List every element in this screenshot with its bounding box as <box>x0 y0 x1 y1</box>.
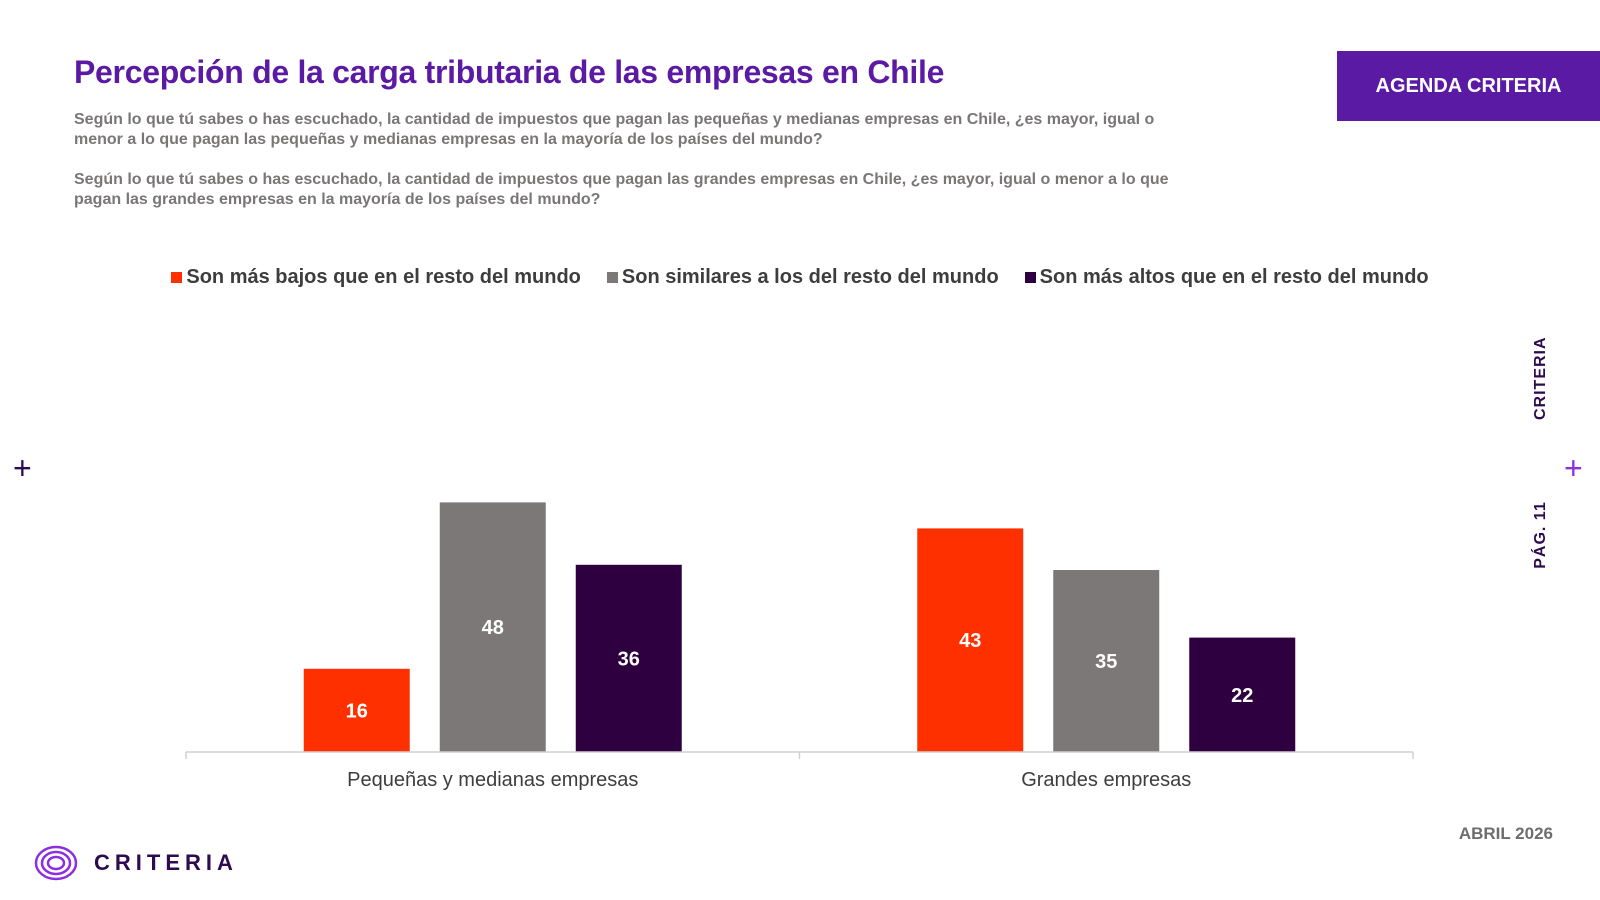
question-large: Según lo que tú sabes o has escuchado, l… <box>74 171 1169 208</box>
plus-icon-right: + <box>1564 450 1583 486</box>
criteria-logo-icon <box>34 845 78 881</box>
side-brand-label: CRITERIA <box>1532 336 1549 420</box>
page-title: Percepción de la carga tributaria de las… <box>74 54 945 90</box>
bar-s0-c0 <box>303 668 410 752</box>
category-label-1: Grandes empresas <box>1021 769 1191 791</box>
legend-item-higher: Son más altos que en el resto del mundo <box>1024 266 1429 289</box>
legend-label-higher: Son más altos que en el resto del mundo <box>1039 266 1429 288</box>
data-label-s1-c1: 35 <box>1095 651 1117 673</box>
agenda-criteria-label: AGENDA CRITERIA <box>1375 74 1562 97</box>
data-label-s2-c0: 36 <box>618 648 640 670</box>
bar-s2-c1 <box>1189 637 1296 752</box>
legend-swatch-higher <box>1024 272 1036 283</box>
criteria-logo: CRITERIA <box>34 845 238 881</box>
page-number: PÁG. 11 <box>1532 501 1549 569</box>
data-label-s2-c1: 22 <box>1231 685 1253 707</box>
data-label-s1-c0: 48 <box>482 617 504 639</box>
bar-s0-c1 <box>917 528 1024 752</box>
data-label-s0-c0: 16 <box>346 700 368 722</box>
plus-icon-left: + <box>13 450 32 486</box>
legend-swatch-lower <box>171 272 183 283</box>
chart-legend: Son más bajos que en el resto del mundo … <box>0 266 1600 289</box>
data-label-s0-c1: 43 <box>959 630 981 652</box>
bar-s1-c1 <box>1053 570 1160 752</box>
bar-s2-c0 <box>575 564 682 752</box>
agenda-criteria-badge: AGENDA CRITERIA <box>1337 51 1600 121</box>
question-smb: Según lo que tú sabes o has escuchado, l… <box>74 111 1155 148</box>
criteria-logo-text: CRITERIA <box>94 850 238 875</box>
category-label-0: Pequeñas y medianas empresas <box>347 769 638 791</box>
legend-label-similar: Son similares a los del resto del mundo <box>621 266 999 288</box>
legend-label-lower: Son más bajos que en el resto del mundo <box>186 266 581 288</box>
report-date: ABRIL 2026 <box>1458 824 1553 843</box>
bar-s1-c0 <box>439 502 546 752</box>
legend-item-similar: Son similares a los del resto del mundo <box>606 266 999 289</box>
legend-item-lower: Son más bajos que en el resto del mundo <box>171 266 581 289</box>
legend-swatch-similar <box>606 272 618 283</box>
